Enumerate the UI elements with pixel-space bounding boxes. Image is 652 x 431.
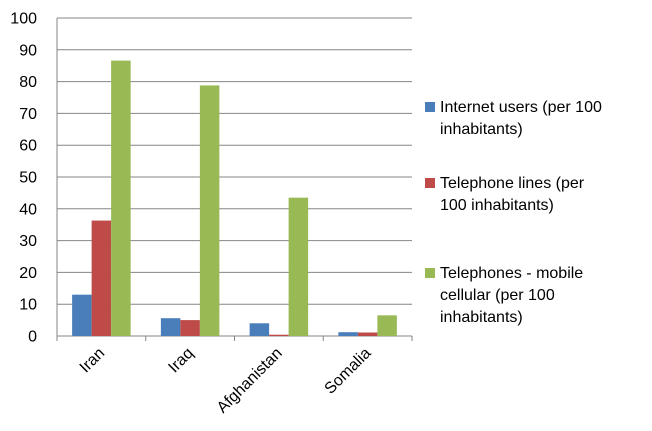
- bar-afghanistan-series-3: [288, 197, 309, 336]
- bar-iran-series-1: [72, 294, 92, 336]
- bar-iran-series-3: [111, 60, 131, 336]
- bar-iraq-series-1: [160, 318, 181, 336]
- bar-afghanistan-series-2: [269, 334, 289, 336]
- legend-item-2: Telephone lines (per 100 inhabitants): [425, 175, 585, 214]
- y-tick-label: 30: [19, 233, 37, 250]
- y-tick-label: 90: [19, 42, 37, 59]
- y-tick-label: 20: [19, 265, 37, 282]
- legend-label-line: Internet users (per 100: [440, 99, 602, 116]
- legend: Internet users (per 100inhabitants)Telep…: [425, 99, 602, 326]
- bar-iraq-series-3: [199, 85, 220, 336]
- legend-swatch: [425, 102, 435, 112]
- legend-item-3: Telephones - mobile cellular (per 100 inha…: [425, 265, 583, 326]
- legend-label-line: Telephone lines (per: [440, 175, 585, 192]
- legend-label-line: Telephones - mobile: [440, 265, 583, 282]
- y-tick-label: 0: [28, 329, 37, 346]
- x-tick-label-afghanistan: Afghanistan: [214, 345, 286, 417]
- legend-swatch: [425, 268, 435, 278]
- legend-label-line: cellular (per 100: [440, 287, 555, 304]
- x-tick-labels: Iran Iraq Afghanistan Somalia: [77, 345, 375, 417]
- bar-afghanistan-series-1: [249, 323, 270, 336]
- y-tick-label: 60: [19, 138, 37, 155]
- y-tick-labels: 0 10 20 30 40 50 60 70 80 90 100: [10, 11, 37, 346]
- legend-label-line: inhabitants): [440, 309, 523, 326]
- legend-swatch: [425, 178, 435, 188]
- y-tick-label: 80: [19, 74, 37, 91]
- bar-somalia-series-1: [338, 332, 358, 336]
- y-tick-label: 40: [19, 201, 37, 218]
- bar-iraq-series-2: [180, 320, 200, 336]
- x-tick-label-somalia: Somalia: [322, 345, 375, 398]
- bar-somalia-series-3: [377, 315, 397, 336]
- x-tick-label-iran: Iran: [77, 345, 109, 377]
- bar-iran-series-2: [91, 220, 112, 336]
- y-tick-label: 50: [19, 170, 37, 187]
- y-tick-label: 100: [10, 11, 37, 28]
- legend-label-line: inhabitants): [440, 121, 523, 138]
- x-tick-label-iraq: Iraq: [165, 345, 197, 377]
- legend-item-1: Internet users (per 100 inhabitants): [425, 99, 602, 138]
- bar-somalia-series-2: [357, 332, 378, 336]
- bars: [72, 60, 397, 336]
- y-tick-label: 70: [19, 106, 37, 123]
- y-tick-label: 10: [19, 297, 37, 314]
- legend-label-line: 100 inhabitants): [440, 197, 554, 214]
